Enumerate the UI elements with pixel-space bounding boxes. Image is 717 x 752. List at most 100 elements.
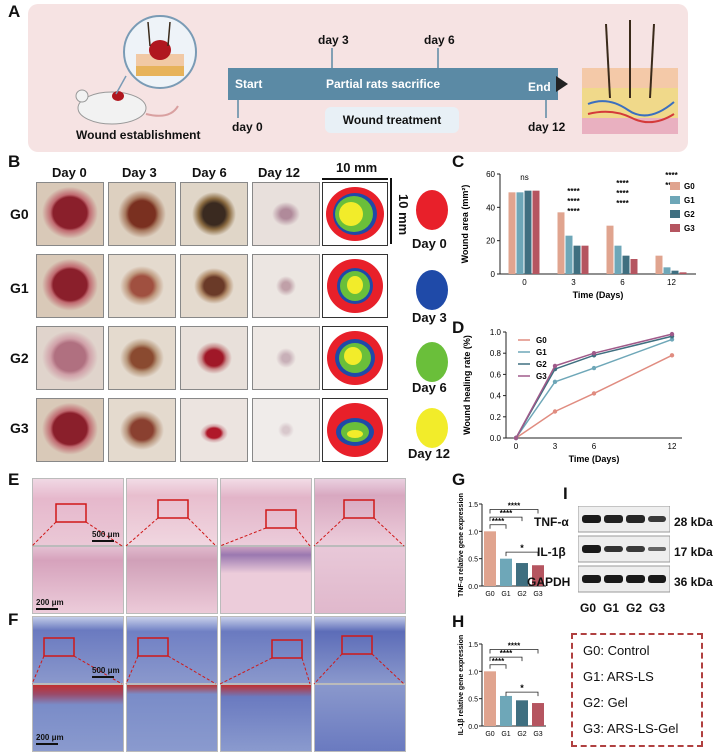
c-ytick-label: 0 <box>491 270 496 279</box>
c-annotation-sig: **** <box>567 197 580 206</box>
he-g0-high <box>32 546 124 614</box>
d-xtick-label: 6 <box>592 442 597 451</box>
c-bar-g1 <box>663 267 671 274</box>
g-ylabel: TNF-α relative gene expression <box>458 493 465 597</box>
timeline-partial-sacrifice: Partial rats sacrifice <box>326 77 441 91</box>
c-legend-label: G0 <box>684 182 695 191</box>
group-legend: G0: Control G1: ARS-LS G2: Gel G3: ARS-L… <box>571 633 703 747</box>
g-xtick-label: G1 <box>501 591 510 598</box>
scale-bar-h <box>322 178 388 180</box>
timeline-arrow <box>556 76 568 92</box>
h-bar-g1 <box>500 695 512 726</box>
g-sig-label: **** <box>500 509 513 518</box>
c-bar-g2 <box>573 245 581 274</box>
photo-g2-day3 <box>108 326 176 390</box>
h-ytick-label: 0.5 <box>468 697 478 704</box>
timeline-day6: day 6 <box>424 33 455 47</box>
h-bar-g2 <box>516 700 528 726</box>
trace-g2 <box>322 326 388 390</box>
c-bar-g0 <box>655 255 663 274</box>
he-zoom-boxes <box>32 499 405 547</box>
h-sig-bracket <box>489 656 523 662</box>
healed-skin-illustration <box>582 20 678 134</box>
h-xtick-label: G3 <box>533 731 542 738</box>
g-bar-g3 <box>532 565 544 586</box>
he-g1-high <box>126 546 218 614</box>
d-ytick-label: 0.2 <box>490 413 502 422</box>
d-line-g1 <box>515 338 673 439</box>
chart-il1b-expression: 0.00.51.01.5G0 G1 G2 G3*************IL-1β r… <box>458 635 546 738</box>
d-legend-label: G3 <box>536 372 547 381</box>
wb-lane-g1: G1 <box>603 601 620 615</box>
g-ytick-label: 1.0 <box>468 529 478 536</box>
d-ytick-label: 0.4 <box>490 392 502 401</box>
trace-g0 <box>322 182 388 246</box>
c-annotation-sig: **** <box>665 171 678 180</box>
c-xtick-label: 3 <box>571 278 576 287</box>
h-sig-label: **** <box>500 649 513 658</box>
c-legend-label: G3 <box>684 224 695 233</box>
h-sig-bracket <box>489 664 507 669</box>
panel-label-g: G <box>452 470 466 489</box>
c-ylabel: Wound area (mm²) <box>460 185 470 264</box>
d-xtick-label: 12 <box>668 442 677 451</box>
g-ytick-label: 0.5 <box>468 557 478 564</box>
col-header-day0: Day 0 <box>52 165 87 180</box>
c-legend-label: G2 <box>684 210 695 219</box>
masson-scale-label-200: 200 μm <box>36 733 64 742</box>
masson-g1-low <box>126 616 218 684</box>
d-ytick-label: 0.0 <box>490 434 502 443</box>
h-xtick-label: G2 <box>517 731 526 738</box>
photo-g3-day6 <box>180 398 248 462</box>
wb-lane-g2: G2 <box>626 601 643 615</box>
d-point-g1 <box>591 365 597 371</box>
col-header-day3: Day 3 <box>122 165 157 180</box>
group-legend-g2: G2: Gel <box>583 695 628 710</box>
c-bar-g0 <box>606 225 614 274</box>
panel-label-b: B <box>8 152 21 171</box>
c-bar-g3 <box>679 272 687 274</box>
wb-kda-il1b: 17 kDa <box>674 545 713 559</box>
h-sig-bracket <box>505 691 539 697</box>
c-ytick-label: 20 <box>486 237 495 246</box>
photo-g2-day12 <box>252 326 320 390</box>
col-header-day12: Day 12 <box>258 165 300 180</box>
h-xtick-label: G1 <box>501 731 510 738</box>
c-bar-g1 <box>614 245 622 274</box>
d-legend-label: G0 <box>536 336 547 345</box>
photo-g0-day6 <box>180 182 248 246</box>
col-header-day6: Day 6 <box>192 165 227 180</box>
g-sig-bracket <box>489 524 507 529</box>
legend-label-day3: Day 3 <box>412 310 447 325</box>
he-g3-low <box>314 478 406 546</box>
masson-g0-low <box>32 616 124 684</box>
wb-lane-g3: G3 <box>649 601 666 615</box>
row-header-g3: G3 <box>10 420 29 436</box>
h-sig-label: **** <box>492 657 505 666</box>
panel-label-d: D <box>452 318 465 337</box>
wb-kda-gapdh: 36 kDa <box>674 575 713 589</box>
d-point-g0 <box>552 409 558 414</box>
row-header-g2: G2 <box>10 350 29 366</box>
group-legend-g0: G0: Control <box>583 643 650 658</box>
masson-g2-high <box>220 684 312 752</box>
g-ytick-label: 0.0 <box>468 584 478 591</box>
c-annotation-sig: **** <box>616 199 629 208</box>
c-xtick-label: 0 <box>522 278 527 287</box>
photo-g0-day3 <box>108 182 176 246</box>
c-legend-swatch <box>670 196 680 204</box>
he-scale-label-200: 200 μm <box>36 598 64 607</box>
trace-g1 <box>322 254 388 318</box>
chart-healing-rate: 0.0 0.2 0.4 0.6 0.8 1.0 0 3 6 12 G0 G1 G2 G3 Time (Day… <box>462 328 682 464</box>
wb-label-tnf: TNF-α <box>534 515 569 529</box>
legend-label-day12: Day 12 <box>408 446 450 461</box>
g-bar-g0 <box>484 531 496 586</box>
panel-label-f: F <box>8 610 19 629</box>
h-bar-g3 <box>532 703 544 726</box>
g-ytick-label: 1.5 <box>468 502 478 509</box>
c-bar-g0 <box>508 192 516 274</box>
d-point-g3 <box>513 435 519 441</box>
d-ytick-label: 0.8 <box>490 349 502 358</box>
c-xtick-label: 12 <box>667 278 676 287</box>
g-sig-label: **** <box>508 501 521 510</box>
